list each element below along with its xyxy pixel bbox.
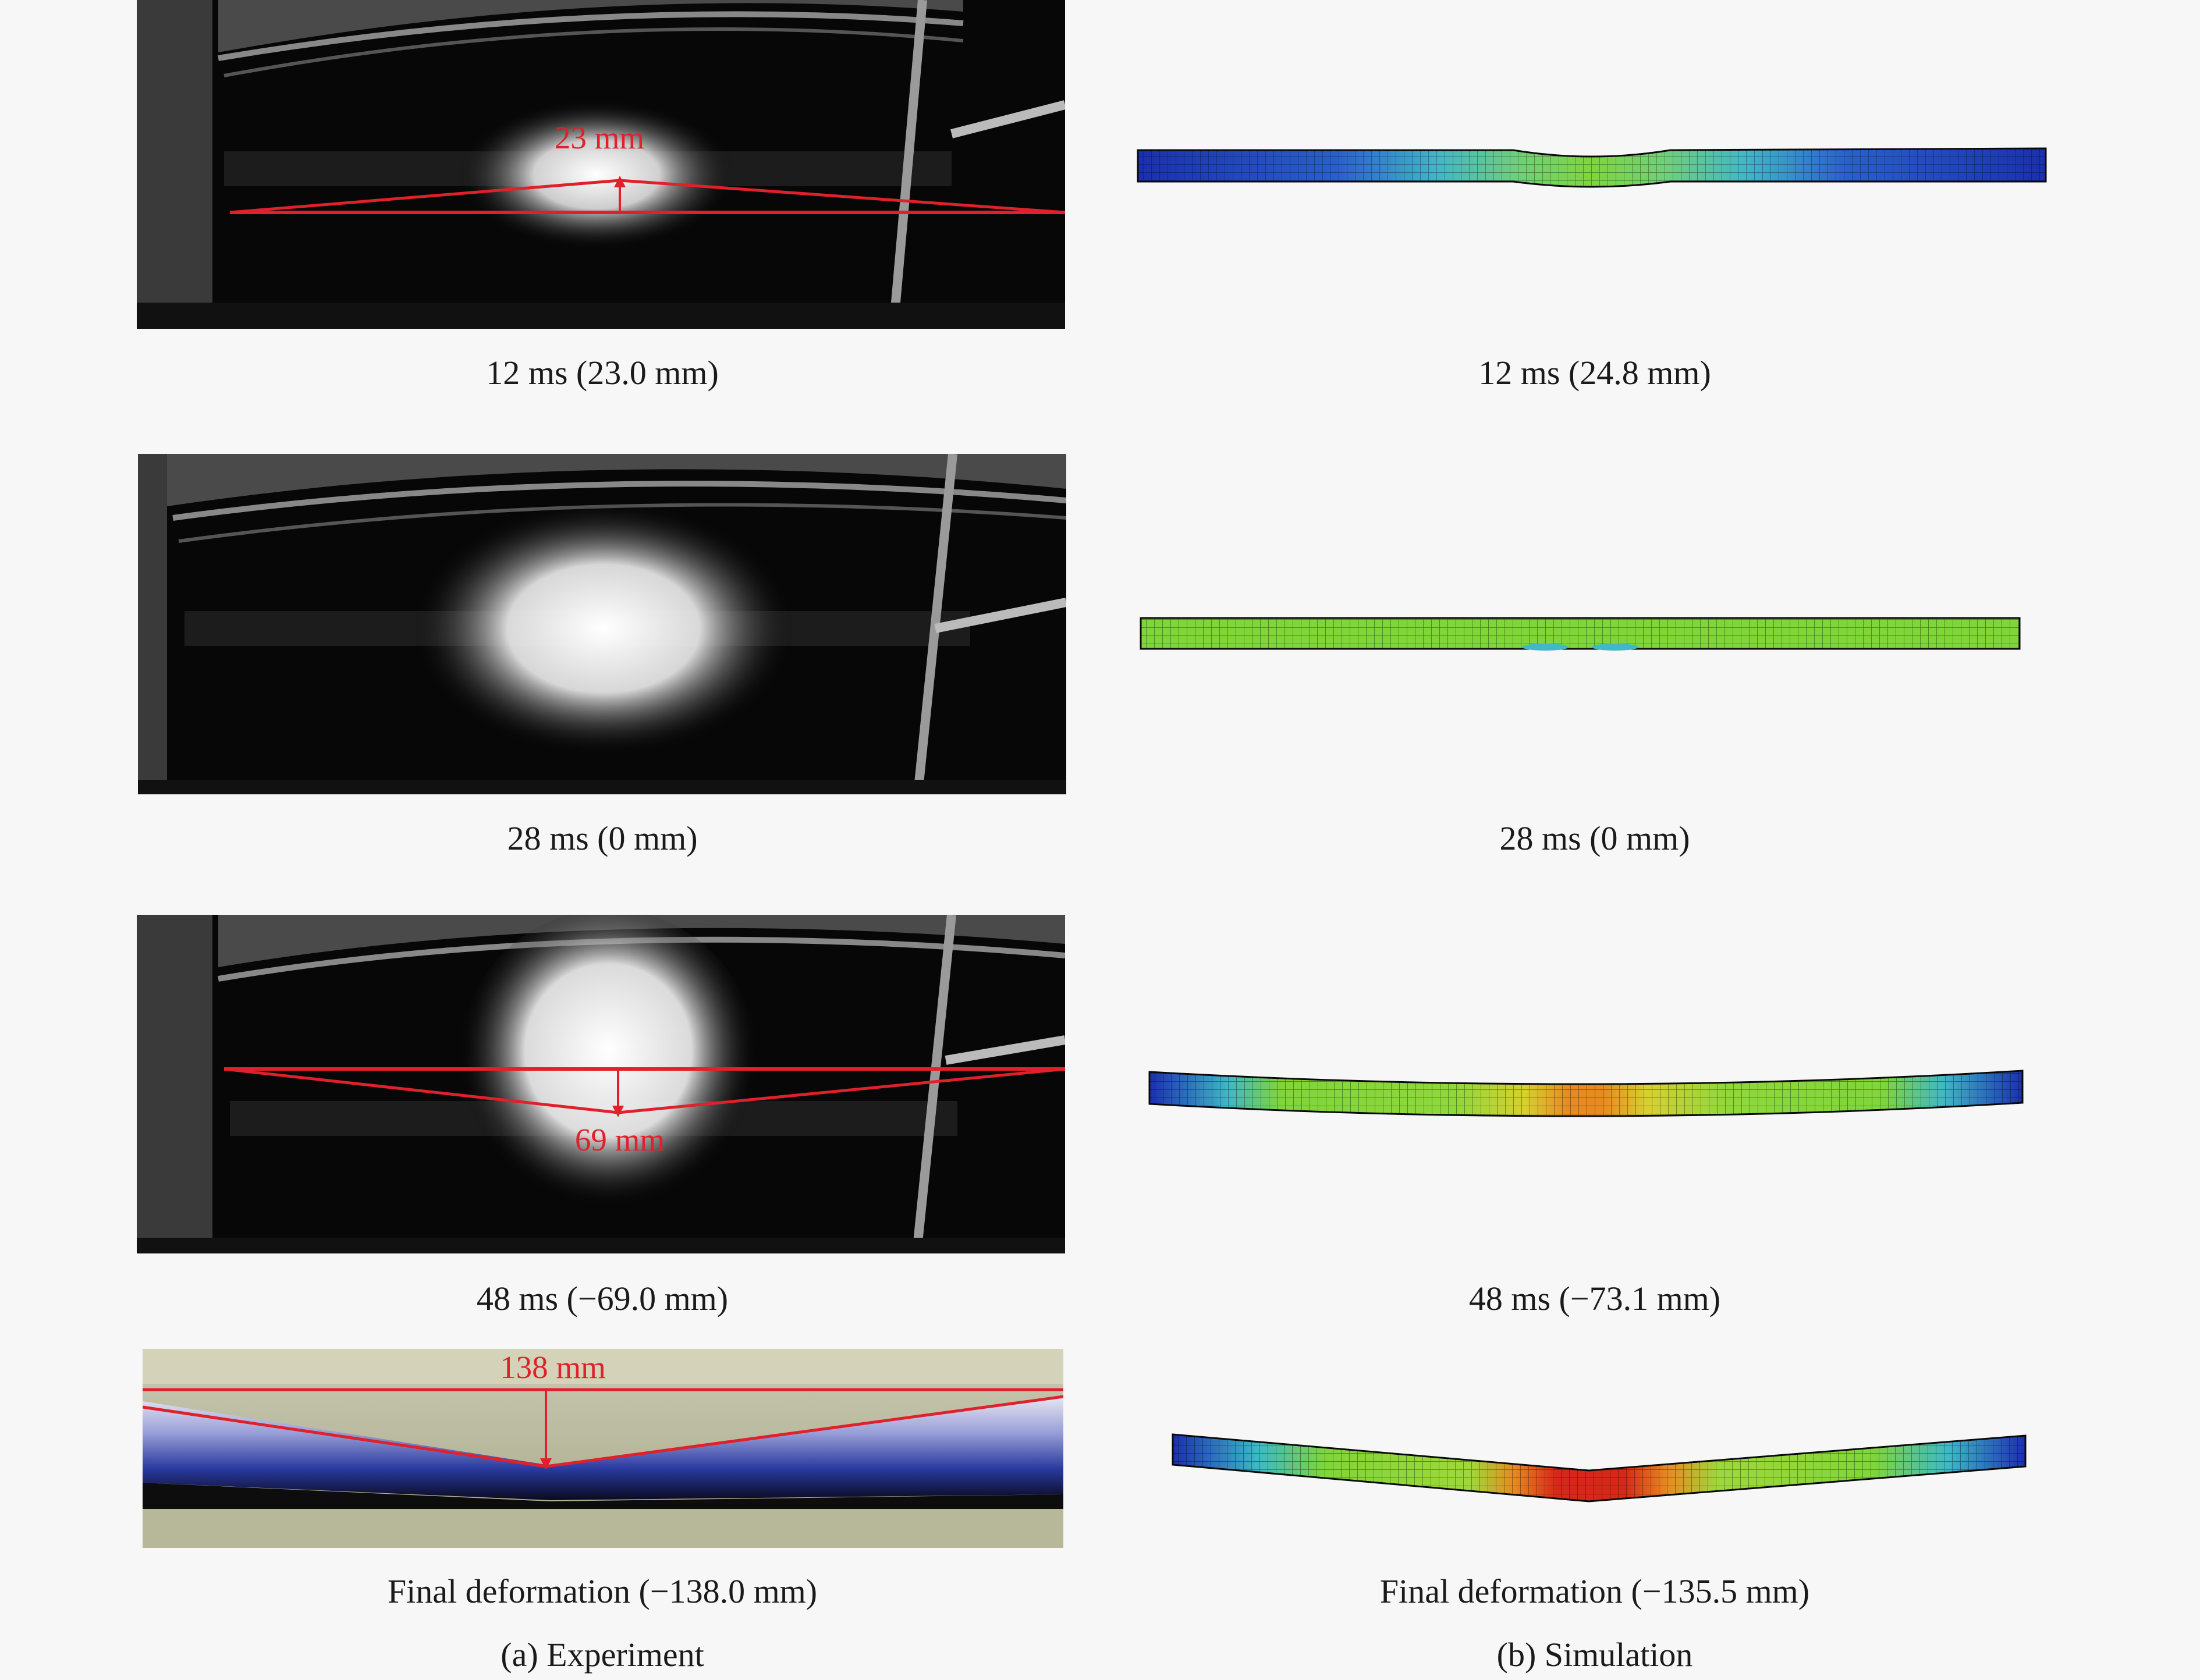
experiment-photo-48ms: 69 mm bbox=[137, 915, 1065, 1253]
annotation-label-138mm: 138 mm bbox=[500, 1349, 606, 1385]
annotation-label-23mm: 23 mm bbox=[555, 120, 644, 155]
annotation-label-69mm: 69 mm bbox=[575, 1122, 665, 1157]
simulation-beam-48ms bbox=[1147, 1065, 2025, 1129]
simulation-beam-final bbox=[1170, 1429, 2028, 1504]
caption-experiment-28ms: 28 ms (0 mm) bbox=[507, 819, 698, 857]
annotation-final: 138 mm bbox=[143, 1349, 1063, 1470]
annotation-48ms: 69 mm bbox=[223, 1067, 1065, 1157]
caption-experiment-final: Final deformation (−138.0 mm) bbox=[387, 1572, 818, 1610]
panel-label-experiment: (a) Experiment bbox=[501, 1636, 704, 1674]
caption-experiment-12ms: 12 ms (23.0 mm) bbox=[486, 354, 719, 392]
experiment-photo-final: 138 mm bbox=[143, 1349, 1063, 1548]
simulation-beam-12ms bbox=[1135, 140, 2049, 198]
caption-experiment-48ms: 48 ms (−69.0 mm) bbox=[476, 1280, 729, 1317]
caption-simulation-12ms: 12 ms (24.8 mm) bbox=[1478, 354, 1711, 392]
caption-simulation-48ms: 48 ms (−73.1 mm) bbox=[1468, 1280, 1721, 1317]
experiment-photo-28ms bbox=[138, 454, 1066, 794]
simulation-beam-28ms bbox=[1138, 611, 2022, 658]
panel-label-simulation: (b) Simulation bbox=[1496, 1636, 1693, 1674]
annotation-12ms: 23 mm bbox=[229, 120, 1065, 214]
experiment-photo-12ms: 23 mm bbox=[137, 0, 1065, 329]
caption-simulation-final: Final deformation (−135.5 mm) bbox=[1379, 1572, 1810, 1610]
caption-simulation-28ms: 28 ms (0 mm) bbox=[1499, 819, 1690, 857]
